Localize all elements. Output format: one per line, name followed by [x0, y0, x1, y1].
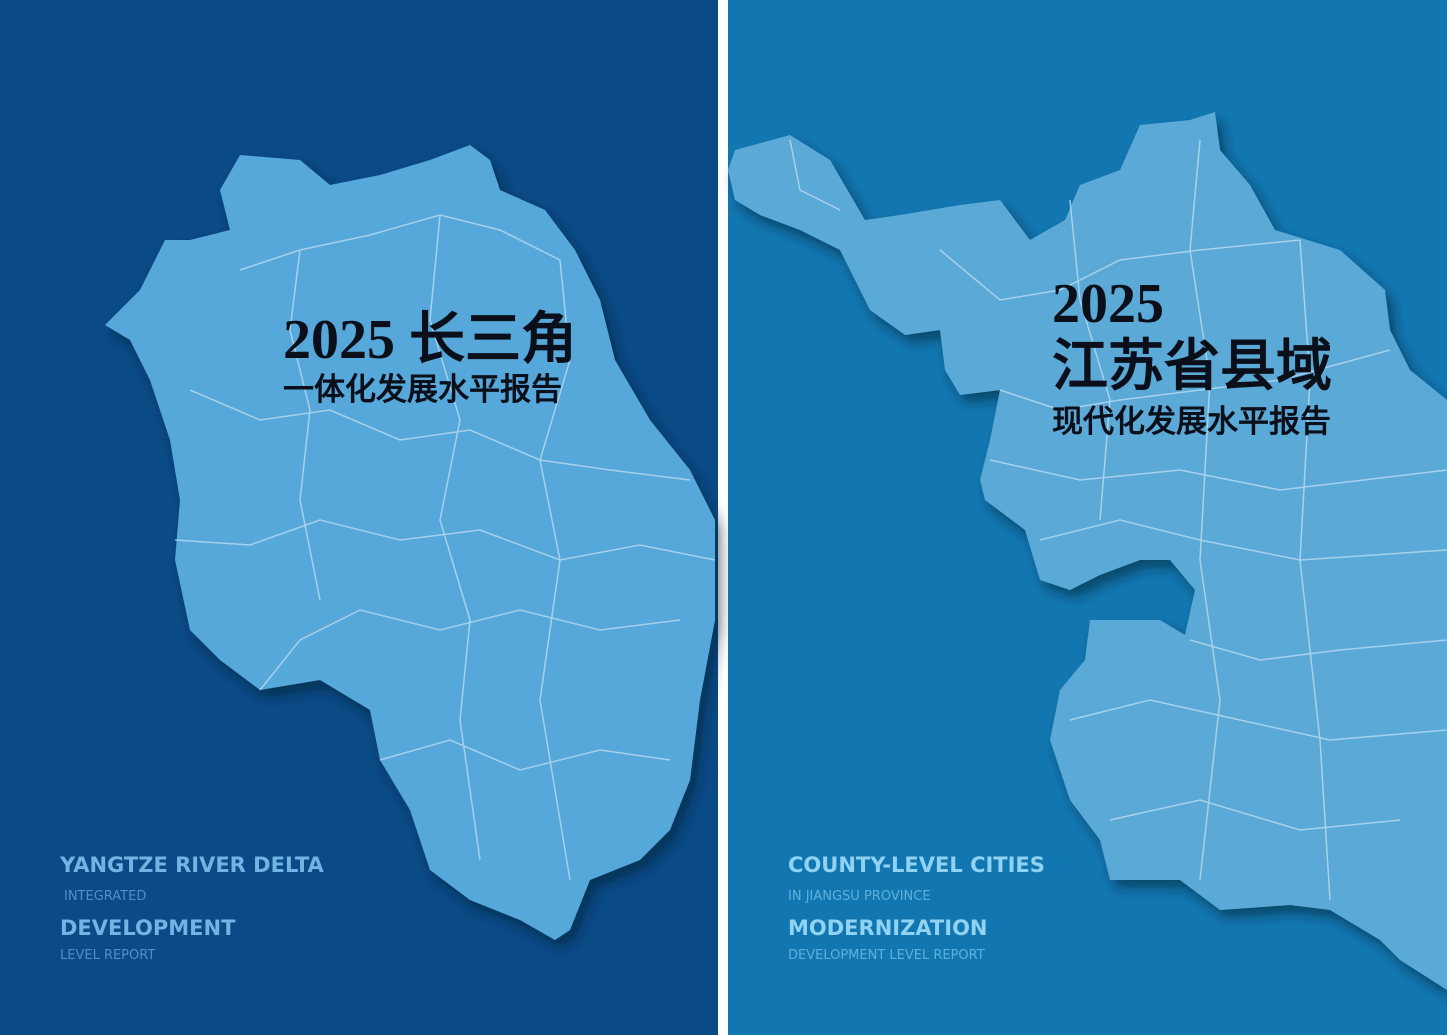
english-line: IN JIANGSU PROVINCE: [788, 889, 931, 904]
subtitle: 现代化发展水平报告: [1052, 404, 1331, 439]
english-line: INTEGRATED: [64, 889, 146, 904]
english-line: DEVELOPMENT LEVEL REPORT: [788, 948, 985, 963]
english-line: MODERNIZATION: [788, 916, 988, 940]
map: [728, 112, 1447, 990]
title: 2025 长三角: [283, 309, 577, 371]
english-line: DEVELOPMENT: [60, 916, 236, 940]
english-line: COUNTY-LEVEL CITIES: [788, 853, 1045, 877]
title-line: 江苏省县域: [1052, 336, 1332, 398]
cover-right: 2025 江苏省县域 现代化发展水平报告 COUNTY-LEVEL CITIES…: [728, 0, 1447, 1035]
subtitle: 一体化发展水平报告: [283, 372, 562, 407]
english-line: LEVEL REPORT: [60, 948, 155, 963]
map-borders: [174, 214, 716, 881]
english-line: YANGTZE RIVER DELTA: [59, 853, 325, 877]
map: [105, 145, 715, 940]
cover-left: 2025 长三角 一体化发展水平报告 YANGTZE RIVER DELTA I…: [0, 0, 718, 1035]
map-borders: [789, 139, 1447, 901]
title-line: 2025: [1052, 273, 1164, 335]
